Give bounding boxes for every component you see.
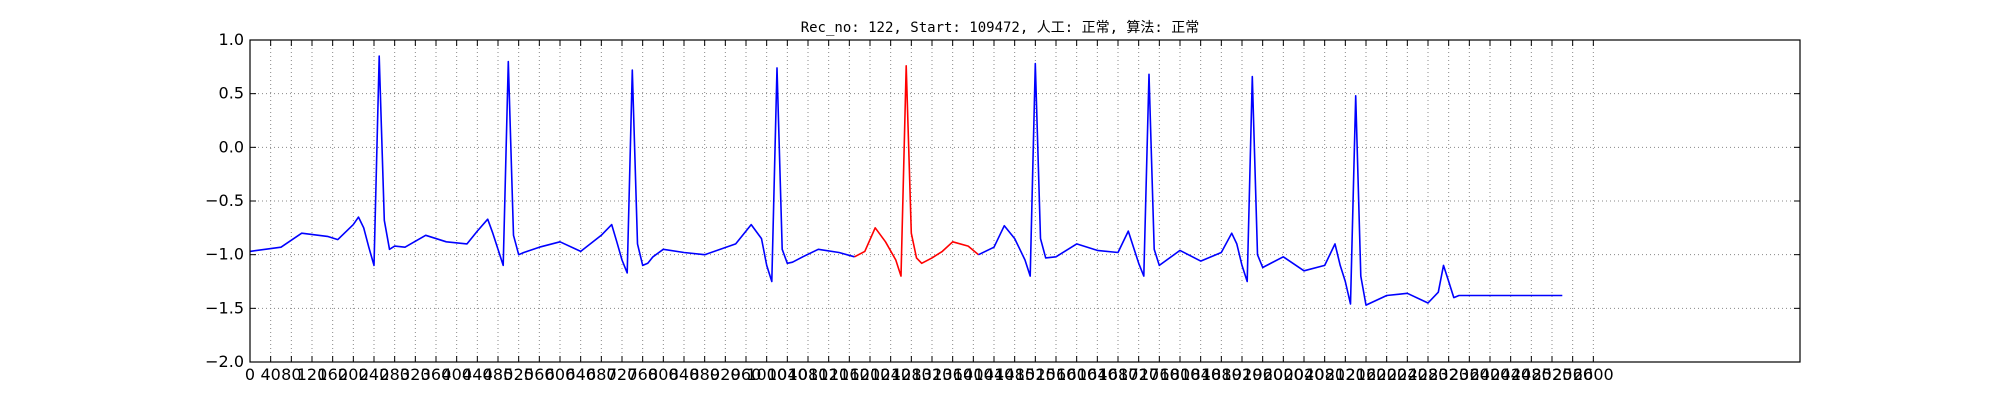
x-tick-label: 360 bbox=[421, 365, 452, 384]
y-tick-label: −1.5 bbox=[205, 298, 244, 317]
x-tick-label: 2280 bbox=[1408, 365, 1449, 384]
x-tick-label: 1200 bbox=[850, 365, 891, 384]
series-layer bbox=[249, 55, 1563, 306]
x-tick-label: 840 bbox=[669, 365, 700, 384]
y-tick-label: 0.5 bbox=[219, 84, 244, 103]
x-tick-label: 1440 bbox=[974, 365, 1015, 384]
x-tick-label: 2480 bbox=[1511, 365, 1552, 384]
y-axis-ticks: 1.0 0.5 0.0 −0.5 −1.0 −1.5 −2.0 bbox=[205, 30, 1800, 371]
x-tick-label: 2200 bbox=[1366, 365, 1407, 384]
y-tick-label: 1.0 bbox=[219, 30, 244, 49]
x-tick-label: 960 bbox=[731, 365, 762, 384]
x-tick-label: 1560 bbox=[1036, 365, 1077, 384]
chart-title: Rec_no: 122, Start: 109472, 人工: 正常, 算法: … bbox=[801, 20, 1200, 36]
x-axis-ticks: 0 40 8012016020024028032036040044048052056… bbox=[245, 40, 1614, 384]
x-tick-label: 1320 bbox=[912, 365, 953, 384]
x-tick-label: 1880 bbox=[1201, 365, 1242, 384]
x-tick-label: 1160 bbox=[829, 365, 870, 384]
x-tick-label: 2080 bbox=[1304, 365, 1345, 384]
y-tick-label: 0.0 bbox=[219, 137, 244, 156]
x-tick-label: 200 bbox=[338, 365, 369, 384]
x-tick-label: 2360 bbox=[1449, 365, 1490, 384]
x-tick-label: 1360 bbox=[932, 365, 973, 384]
x-tick-label: 1680 bbox=[1098, 365, 1139, 384]
x-tick-label: 240 bbox=[359, 365, 390, 384]
x-tick-label: 640 bbox=[565, 365, 596, 384]
x-tick-label: 1480 bbox=[994, 365, 1035, 384]
x-tick-label: 2320 bbox=[1428, 365, 1469, 384]
x-tick-label: 1400 bbox=[953, 365, 994, 384]
x-tick-label: 2240 bbox=[1387, 365, 1428, 384]
x-tick-label: 2440 bbox=[1490, 365, 1531, 384]
x-tick-label: 2520 bbox=[1532, 365, 1573, 384]
x-tick-label: 800 bbox=[648, 365, 679, 384]
x-tick-label: 2400 bbox=[1470, 365, 1511, 384]
y-tick-label: −0.5 bbox=[205, 191, 244, 210]
x-tick-label: 1960 bbox=[1242, 365, 1283, 384]
x-tick-label: 560 bbox=[524, 365, 555, 384]
x-tick-label: 1120 bbox=[808, 365, 849, 384]
x-tick-label: 600 bbox=[545, 365, 576, 384]
x-tick-label: 2040 bbox=[1284, 365, 1325, 384]
x-tick-label: 1640 bbox=[1077, 365, 1118, 384]
x-tick-label: 440 bbox=[462, 365, 493, 384]
x-tick-label: 400 bbox=[441, 365, 472, 384]
x-tick-label: 1000 bbox=[746, 365, 787, 384]
x-tick-label: 2560 bbox=[1552, 365, 1593, 384]
x-tick-label: 1840 bbox=[1180, 365, 1221, 384]
x-tick-label: 0 bbox=[245, 365, 255, 384]
x-tick-label: 680 bbox=[586, 365, 617, 384]
x-tick-label: 1040 bbox=[767, 365, 808, 384]
ecg-series-line bbox=[854, 65, 980, 277]
x-tick-label: 760 bbox=[627, 365, 658, 384]
ecg-series-line bbox=[249, 55, 855, 283]
x-tick-label: 80 bbox=[281, 365, 301, 384]
x-tick-label: 1800 bbox=[1160, 365, 1201, 384]
x-tick-label: 1600 bbox=[1056, 365, 1097, 384]
x-tick-label: 2160 bbox=[1346, 365, 1387, 384]
x-tick-label: 480 bbox=[483, 365, 514, 384]
x-tick-label: 1240 bbox=[870, 365, 911, 384]
x-tick-label: 1720 bbox=[1118, 365, 1159, 384]
x-tick-label: 120 bbox=[297, 365, 328, 384]
y-tick-label: −2.0 bbox=[205, 352, 244, 371]
y-tick-label: −1.0 bbox=[205, 245, 244, 264]
x-tick-label: 1760 bbox=[1139, 365, 1180, 384]
x-tick-label: 880 bbox=[689, 365, 720, 384]
x-tick-label: 1080 bbox=[788, 365, 829, 384]
x-tick-label: 1920 bbox=[1222, 365, 1263, 384]
x-tick-label: 2120 bbox=[1325, 365, 1366, 384]
ecg-series-line bbox=[978, 62, 1563, 306]
grid bbox=[249, 39, 1800, 363]
x-tick-label: 160 bbox=[317, 365, 348, 384]
x-tick-label: 2000 bbox=[1263, 365, 1304, 384]
x-tick-label: 720 bbox=[607, 365, 638, 384]
x-tick-label: 1520 bbox=[1015, 365, 1056, 384]
x-tick-label: 280 bbox=[379, 365, 410, 384]
x-tick-label: 520 bbox=[503, 365, 534, 384]
x-tick-label: 1280 bbox=[891, 365, 932, 384]
x-tick-label: 2600 bbox=[1573, 365, 1614, 384]
x-tick-label: 40 bbox=[260, 365, 280, 384]
x-tick-label: 920 bbox=[710, 365, 741, 384]
x-tick-label: 320 bbox=[400, 365, 431, 384]
